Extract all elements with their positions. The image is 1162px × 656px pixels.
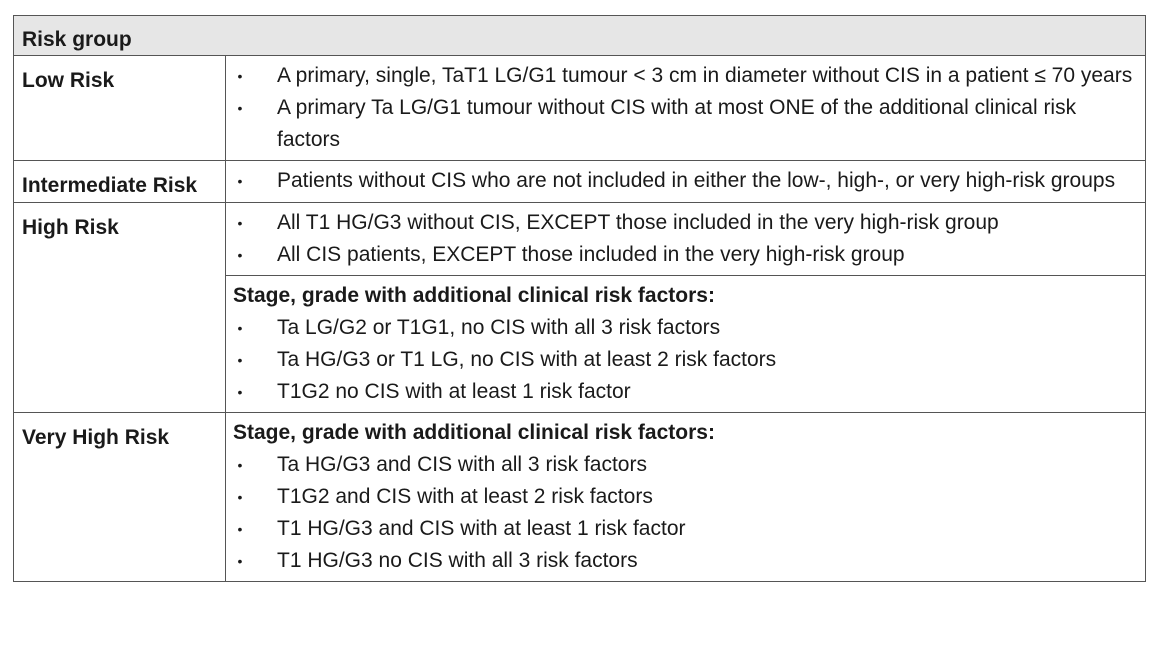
bullet-icon: • — [237, 320, 243, 336]
criteria-list: • Patients without CIS who are not includ… — [232, 165, 1137, 197]
risk-criteria-cell: Stage, grade with additional clinical ri… — [226, 413, 1145, 581]
bullet-icon: • — [237, 173, 243, 189]
criteria-list: • A primary, single, TaT1 LG/G1 tumour < … — [232, 60, 1137, 156]
list-item: • T1 HG/G3 and CIS with at least 1 risk f… — [232, 513, 1137, 545]
bullet-icon: • — [237, 489, 243, 505]
list-item-text: Patients without CIS who are not include… — [277, 169, 1116, 192]
list-item-text: A primary, single, TaT1 LG/G1 tumour < 3… — [277, 64, 1133, 87]
risk-group-table: Risk group Low Risk • A primary, single, T… — [13, 15, 1146, 582]
table-row-low-risk: Low Risk • A primary, single, TaT1 LG/G1 t… — [14, 56, 1145, 161]
bullet-icon: • — [237, 521, 243, 537]
criteria-list: • Ta HG/G3 and CIS with all 3 risk factor… — [232, 449, 1137, 577]
risk-group-label: Low Risk — [14, 56, 226, 160]
bullet-icon: • — [237, 553, 243, 569]
list-item: • T1G2 no CIS with at least 1 risk factor — [232, 376, 1137, 408]
list-item: • Ta HG/G3 and CIS with all 3 risk factor… — [232, 449, 1137, 481]
list-item: • T1 HG/G3 no CIS with all 3 risk factors — [232, 545, 1137, 577]
bullet-icon: • — [237, 215, 243, 231]
bullet-icon: • — [237, 352, 243, 368]
criteria-block: • Patients without CIS who are not includ… — [226, 161, 1145, 201]
risk-group-label: Very High Risk — [14, 413, 226, 581]
list-item-text: All T1 HG/G3 without CIS, EXCEPT those i… — [277, 211, 999, 234]
bullet-icon: • — [237, 457, 243, 473]
bullet-icon: • — [237, 384, 243, 400]
list-item-text: T1 HG/G3 no CIS with all 3 risk factors — [277, 549, 638, 572]
list-item: • All T1 HG/G3 without CIS, EXCEPT those … — [232, 207, 1137, 239]
criteria-subheading: Stage, grade with additional clinical ri… — [233, 284, 715, 307]
criteria-block: • A primary, single, TaT1 LG/G1 tumour < … — [226, 56, 1145, 160]
list-item-text: T1G2 and CIS with at least 2 risk factor… — [277, 485, 653, 508]
list-item: • Ta HG/G3 or T1 LG, no CIS with at least… — [232, 344, 1137, 376]
risk-criteria-cell: • A primary, single, TaT1 LG/G1 tumour < … — [226, 56, 1145, 160]
bullet-icon: • — [237, 100, 243, 116]
list-item: • T1G2 and CIS with at least 2 risk facto… — [232, 481, 1137, 513]
list-item: • All CIS patients, EXCEPT those included… — [232, 239, 1137, 271]
risk-group-label: Intermediate Risk — [14, 161, 226, 202]
list-item-text: Ta HG/G3 and CIS with all 3 risk factors — [277, 453, 647, 476]
list-item: • Ta LG/G2 or T1G1, no CIS with all 3 ris… — [232, 312, 1137, 344]
table-row-very-high-risk: Very High Risk Stage, grade with addition… — [14, 413, 1145, 581]
criteria-subheading: Stage, grade with additional clinical ri… — [233, 421, 715, 444]
bullet-icon: • — [237, 68, 243, 84]
list-item-text: All CIS patients, EXCEPT those included … — [277, 243, 905, 266]
list-item-text: T1 HG/G3 and CIS with at least 1 risk fa… — [277, 517, 686, 540]
criteria-block: Stage, grade with additional clinical ri… — [226, 275, 1145, 412]
table-row-high-risk: High Risk • All T1 HG/G3 without CIS, EXCE… — [14, 203, 1145, 413]
table-row-intermediate-risk: Intermediate Risk • Patients without CIS w… — [14, 161, 1145, 203]
table-body: Low Risk • A primary, single, TaT1 LG/G1 t… — [14, 56, 1145, 581]
risk-group-label: High Risk — [14, 203, 226, 412]
criteria-list: • All T1 HG/G3 without CIS, EXCEPT those … — [232, 207, 1137, 271]
list-item: • Patients without CIS who are not includ… — [232, 165, 1137, 197]
bullet-icon: • — [237, 247, 243, 263]
header-label: Risk group — [22, 27, 132, 51]
table-header: Risk group — [14, 16, 1145, 56]
criteria-block: • All T1 HG/G3 without CIS, EXCEPT those … — [226, 203, 1145, 275]
list-item-text: A primary Ta LG/G1 tumour without CIS wi… — [277, 96, 1077, 151]
risk-criteria-cell: • Patients without CIS who are not includ… — [226, 161, 1145, 202]
list-item: • A primary Ta LG/G1 tumour without CIS w… — [232, 92, 1137, 156]
list-item-text: Ta HG/G3 or T1 LG, no CIS with at least … — [277, 348, 777, 371]
list-item-text: Ta LG/G2 or T1G1, no CIS with all 3 risk… — [277, 316, 721, 339]
criteria-block: Stage, grade with additional clinical ri… — [226, 413, 1145, 581]
list-item: • A primary, single, TaT1 LG/G1 tumour < … — [232, 60, 1137, 92]
list-item-text: T1G2 no CIS with at least 1 risk factor — [277, 380, 631, 403]
criteria-list: • Ta LG/G2 or T1G1, no CIS with all 3 ris… — [232, 312, 1137, 408]
risk-criteria-cell: • All T1 HG/G3 without CIS, EXCEPT those … — [226, 203, 1145, 412]
